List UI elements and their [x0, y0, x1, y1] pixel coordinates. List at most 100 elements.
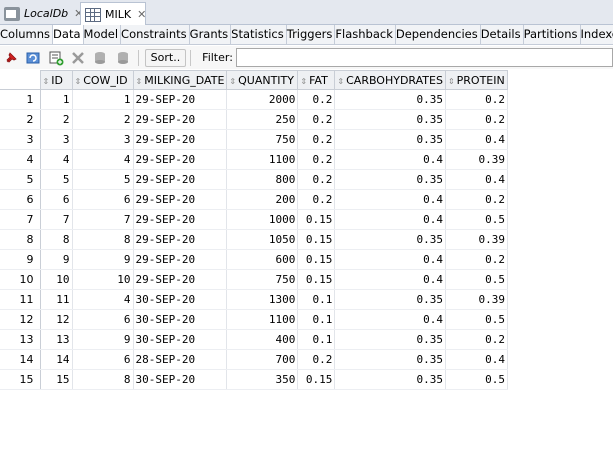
table-cell[interactable]: 4	[72, 149, 134, 170]
table-cell[interactable]: 0.35	[334, 229, 446, 250]
table-row[interactable]: 10 10 10 29-SEP-20 750 0.15 0.4 0.5	[0, 269, 508, 290]
rollback-icon[interactable]	[111, 48, 133, 68]
tab-grants[interactable]: Grants	[190, 25, 232, 44]
table-cell[interactable]: 5	[40, 169, 73, 190]
table-cell[interactable]: 0.39	[445, 229, 508, 250]
table-row[interactable]: 2 2 2 29-SEP-20 250 0.2 0.35 0.2	[0, 109, 508, 130]
table-row[interactable]: 7 7 7 29-SEP-20 1000 0.15 0.4 0.5	[0, 209, 508, 230]
tab-data[interactable]: Data	[53, 25, 84, 44]
delete-row-icon[interactable]	[67, 48, 89, 68]
table-cell[interactable]: 0.1	[297, 329, 336, 350]
table-row[interactable]: 12 12 6 30-SEP-20 1100 0.1 0.4 0.5	[0, 309, 508, 330]
table-cell[interactable]: 6	[72, 309, 134, 330]
table-cell[interactable]: 0.2	[297, 129, 336, 150]
table-cell[interactable]: 8	[72, 369, 134, 390]
row-number[interactable]: 6	[0, 189, 41, 210]
table-cell[interactable]: 2	[40, 109, 73, 130]
table-cell[interactable]: 0.4	[334, 249, 446, 270]
row-number[interactable]: 5	[0, 169, 41, 190]
table-cell[interactable]: 750	[226, 129, 299, 150]
table-cell[interactable]: 0.35	[334, 369, 446, 390]
sort-toggle-icon[interactable]: ⇕	[337, 76, 345, 86]
table-cell[interactable]: 0.4	[334, 189, 446, 210]
table-cell[interactable]: 30-SEP-20	[133, 309, 228, 330]
table-cell[interactable]: 0.4	[445, 349, 508, 370]
row-number[interactable]: 2	[0, 109, 41, 130]
table-cell[interactable]: 0.5	[445, 309, 508, 330]
column-header-protein[interactable]: ⇕ PROTEIN	[444, 70, 508, 90]
table-cell[interactable]: 400	[226, 329, 299, 350]
table-cell[interactable]: 13	[40, 329, 73, 350]
column-header-milking-date[interactable]: ⇕ MILKING_DATE	[132, 70, 228, 90]
table-cell[interactable]: 10	[72, 269, 134, 290]
table-cell[interactable]: 7	[40, 209, 73, 230]
row-number[interactable]: 14	[0, 349, 41, 370]
table-cell[interactable]: 1300	[226, 289, 299, 310]
table-cell[interactable]: 0.39	[445, 289, 508, 310]
table-cell[interactable]: 12	[40, 309, 73, 330]
table-row[interactable]: 4 4 4 29-SEP-20 1100 0.2 0.4 0.39	[0, 149, 508, 170]
table-row[interactable]: 15 15 8 30-SEP-20 350 0.15 0.35 0.5	[0, 369, 508, 390]
tab-constraints[interactable]: Constraints	[121, 25, 190, 44]
table-cell[interactable]: 0.2	[297, 149, 336, 170]
table-row[interactable]: 5 5 5 29-SEP-20 800 0.2 0.35 0.4	[0, 169, 508, 190]
row-number[interactable]: 11	[0, 289, 41, 310]
sort-toggle-icon[interactable]: ⇕	[135, 76, 143, 86]
table-cell[interactable]: 2000	[226, 89, 299, 110]
row-number[interactable]: 9	[0, 249, 41, 270]
tab-columns[interactable]: Columns	[0, 25, 54, 44]
table-cell[interactable]: 0.4	[445, 129, 508, 150]
table-cell[interactable]: 0.15	[297, 209, 336, 230]
table-cell[interactable]: 0.4	[334, 269, 446, 290]
tab-model[interactable]: Model	[84, 25, 122, 44]
refresh-icon[interactable]	[22, 48, 44, 68]
column-header-id[interactable]: ⇕ ID	[39, 70, 73, 90]
row-number[interactable]: 8	[0, 229, 41, 250]
table-cell[interactable]: 600	[226, 249, 299, 270]
doc-tab-localdb[interactable]: LocalDb ✕	[0, 2, 83, 25]
table-cell[interactable]: 30-SEP-20	[133, 329, 228, 350]
table-cell[interactable]: 800	[226, 169, 299, 190]
close-icon[interactable]: ✕	[74, 7, 84, 20]
table-cell[interactable]: 0.35	[334, 289, 446, 310]
table-cell[interactable]: 0.15	[297, 369, 336, 390]
table-cell[interactable]: 8	[72, 229, 134, 250]
table-cell[interactable]: 0.1	[297, 289, 336, 310]
table-cell[interactable]: 0.35	[334, 129, 446, 150]
table-cell[interactable]: 1100	[226, 309, 299, 330]
table-cell[interactable]: 1	[72, 89, 134, 110]
tab-flashback[interactable]: Flashback	[335, 25, 396, 44]
table-cell[interactable]: 8	[40, 229, 73, 250]
table-cell[interactable]: 6	[72, 349, 134, 370]
table-cell[interactable]: 0.5	[445, 269, 508, 290]
table-cell[interactable]: 29-SEP-20	[133, 109, 228, 130]
table-cell[interactable]: 29-SEP-20	[133, 229, 228, 250]
row-number[interactable]: 15	[0, 369, 41, 390]
row-number[interactable]: 13	[0, 329, 41, 350]
table-cell[interactable]: 14	[40, 349, 73, 370]
sort-toggle-icon[interactable]: ⇕	[300, 76, 308, 86]
table-cell[interactable]: 0.15	[297, 249, 336, 270]
column-header-quantity[interactable]: ⇕ QUANTITY	[226, 70, 299, 90]
column-header-carbohydrates[interactable]: ⇕ CARBOHYDRATES	[334, 70, 446, 90]
table-row[interactable]: 9 9 9 29-SEP-20 600 0.15 0.4 0.2	[0, 249, 508, 270]
table-cell[interactable]: 4	[40, 149, 73, 170]
row-number[interactable]: 4	[0, 149, 41, 170]
tab-triggers[interactable]: Triggers	[287, 25, 336, 44]
table-cell[interactable]: 3	[40, 129, 73, 150]
table-cell[interactable]: 15	[40, 369, 73, 390]
pin-icon[interactable]	[0, 48, 22, 68]
table-cell[interactable]: 0.2	[445, 249, 508, 270]
table-cell[interactable]: 2	[72, 109, 134, 130]
table-cell[interactable]: 0.2	[297, 189, 336, 210]
table-cell[interactable]: 29-SEP-20	[133, 89, 228, 110]
doc-tab-milk[interactable]: MILK ✕	[80, 2, 146, 26]
table-cell[interactable]: 0.15	[297, 229, 336, 250]
table-row[interactable]: 11 11 4 30-SEP-20 1300 0.1 0.35 0.39	[0, 289, 508, 310]
table-cell[interactable]: 1050	[226, 229, 299, 250]
table-cell[interactable]: 0.5	[445, 209, 508, 230]
table-cell[interactable]: 700	[226, 349, 299, 370]
table-cell[interactable]: 9	[72, 329, 134, 350]
table-cell[interactable]: 29-SEP-20	[133, 189, 228, 210]
table-cell[interactable]: 0.2	[297, 169, 336, 190]
